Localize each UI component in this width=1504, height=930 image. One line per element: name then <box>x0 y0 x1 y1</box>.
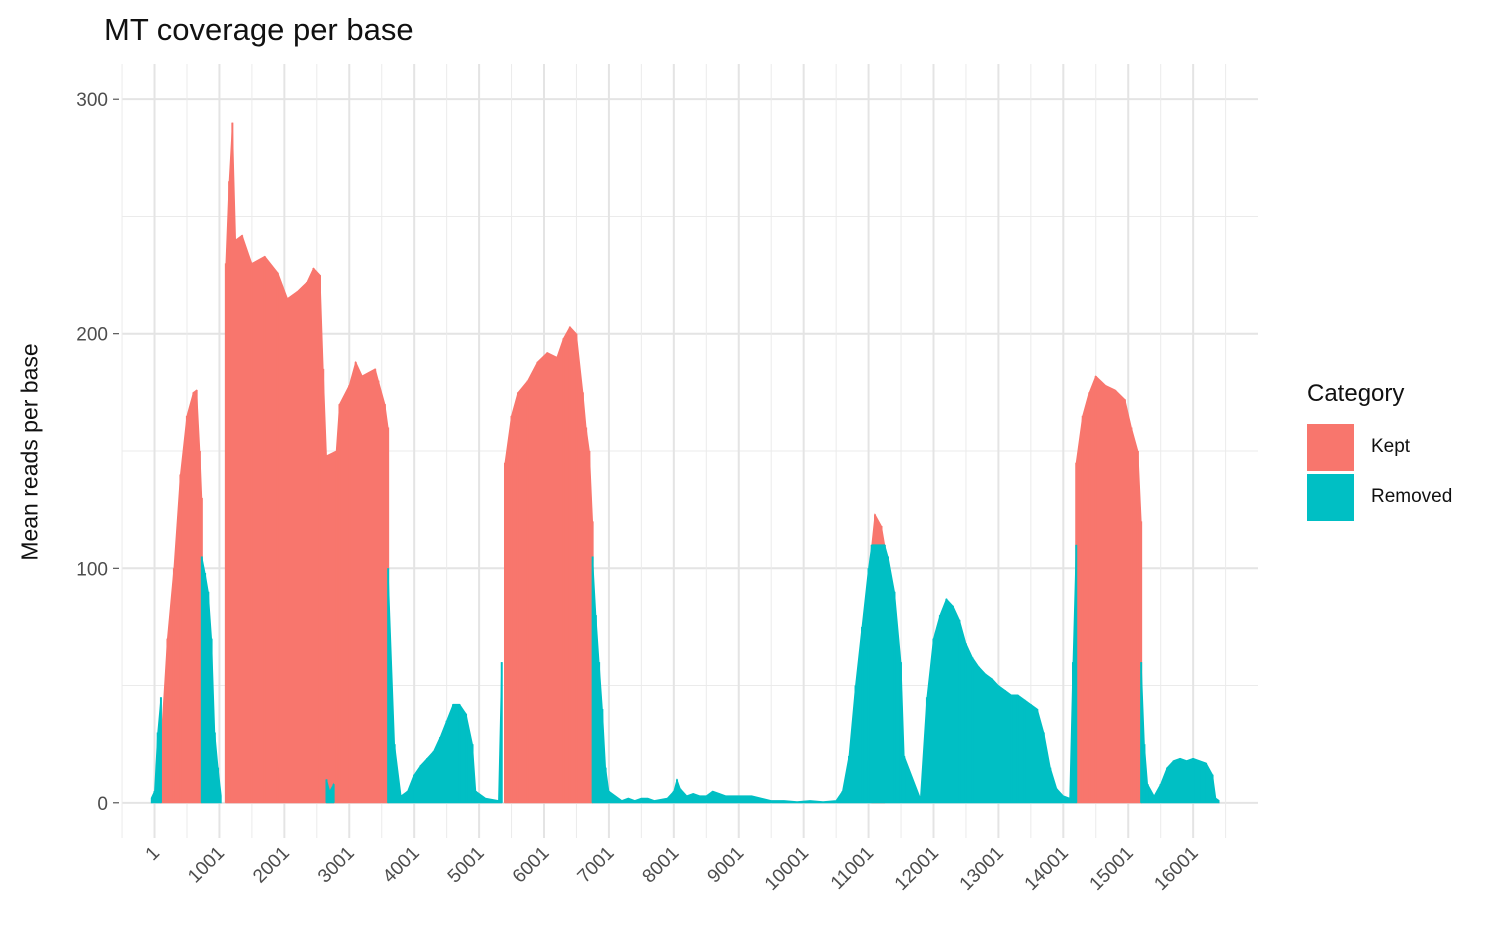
x-tick-label: 14001 <box>1021 843 1073 895</box>
legend-title: Category <box>1307 380 1405 407</box>
y-tick-label: 300 <box>76 90 108 111</box>
x-tick-label: 10001 <box>761 843 813 895</box>
legend-item-kept: Kept <box>1307 422 1452 472</box>
legend-label-kept: Kept <box>1371 436 1411 457</box>
x-tick-label: 2001 <box>249 843 294 888</box>
x-tick-label: 12001 <box>891 843 943 895</box>
legend-item-removed: Removed <box>1307 472 1452 522</box>
legend-swatch-kept <box>1307 423 1354 471</box>
y-tick-label: 0 <box>97 794 108 815</box>
x-tick-label: 1001 <box>184 843 229 888</box>
x-tick-label: 8001 <box>639 843 684 888</box>
x-tick-label: 11001 <box>827 843 878 894</box>
legend: Category Kept Removed <box>1307 380 1452 522</box>
y-tick-label: 100 <box>76 559 108 580</box>
x-tick-label: 3001 <box>314 843 359 888</box>
x-tick-label: 4001 <box>379 843 424 888</box>
x-tick-label: 1 <box>142 843 164 865</box>
x-tick-label: 6001 <box>509 843 554 888</box>
x-tick-label: 13001 <box>956 843 1008 895</box>
legend-swatch-removed <box>1307 473 1354 521</box>
x-tick-label: 5001 <box>444 843 489 888</box>
x-tick-label: 7001 <box>574 843 619 888</box>
x-tick-label: 15001 <box>1086 843 1138 895</box>
x-tick-label: 16001 <box>1150 843 1202 895</box>
chart-title: MT coverage per base <box>104 12 414 47</box>
y-tick-label: 200 <box>76 325 108 346</box>
x-tick-label: 9001 <box>704 843 749 888</box>
legend-label-removed: Removed <box>1371 486 1453 507</box>
